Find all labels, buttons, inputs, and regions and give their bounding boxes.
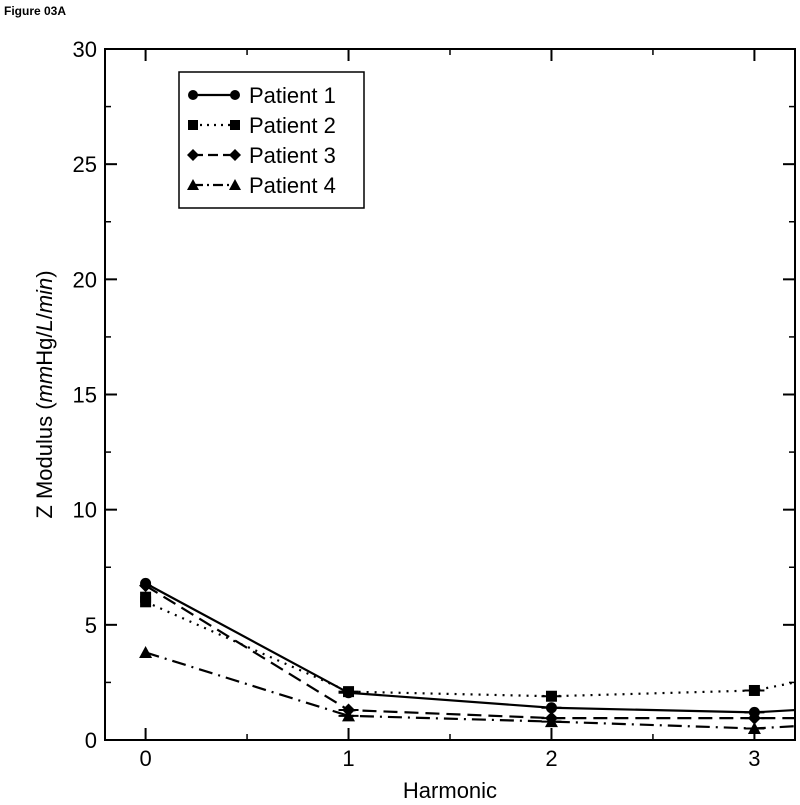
y-tick-label: 30 — [73, 37, 97, 62]
y-tick-label: 0 — [85, 728, 97, 753]
legend-marker — [229, 179, 241, 190]
legend-marker — [188, 120, 198, 130]
x-tick-label: 1 — [342, 746, 354, 771]
y-axis-title-part: L — [32, 319, 57, 331]
legend-label: Patient 3 — [249, 143, 336, 168]
series-markers — [139, 577, 765, 734]
series-line-1 — [145, 582, 795, 714]
series-line-4 — [145, 651, 795, 730]
data-point — [139, 579, 153, 593]
series-line-3 — [145, 584, 795, 720]
y-axis-title-part: Z Modulus ( — [32, 402, 57, 519]
y-axis-title-part: ) — [32, 270, 57, 277]
data-point — [139, 645, 153, 658]
y-tick-label: 5 — [85, 613, 97, 638]
figure-label: Figure 03A — [4, 4, 67, 18]
series-lines — [145, 582, 795, 730]
data-point — [545, 702, 557, 714]
data-point — [343, 686, 355, 698]
legend: Patient 1 Patient 2 Patient 3 Patient 4 — [178, 71, 365, 209]
data-point — [747, 711, 761, 725]
y-tick-label: 10 — [73, 498, 97, 523]
legend-label: Patient 1 — [249, 83, 336, 108]
x-tick-label: 0 — [139, 746, 151, 771]
y-tick-label: 20 — [73, 267, 97, 292]
series-line-2 — [145, 600, 795, 698]
data-point — [545, 690, 557, 702]
data-point — [342, 709, 356, 722]
y-axis-title-part: mm — [32, 366, 57, 403]
legend-marker — [229, 149, 241, 161]
data-point — [140, 591, 152, 603]
data-point — [747, 721, 761, 734]
data-point — [544, 715, 558, 728]
y-tick-label: 25 — [73, 152, 97, 177]
data-point — [748, 684, 760, 696]
y-axis-title: Z Modulus (mmHg/L/min) — [32, 270, 57, 518]
y-tick-label: 15 — [73, 383, 97, 408]
legend-marker — [230, 120, 240, 130]
legend-marker — [187, 179, 199, 190]
legend-label: Patient 2 — [249, 113, 336, 138]
y-axis-title-part: min — [32, 278, 57, 313]
legend-label: Patient 4 — [249, 173, 336, 198]
x-tick-label: 2 — [545, 746, 557, 771]
legend-marker — [187, 149, 199, 161]
x-axis-title: Harmonic — [403, 778, 497, 803]
y-axis-title-part: / — [32, 312, 57, 319]
legend-marker — [230, 90, 240, 100]
legend-marker — [188, 90, 198, 100]
y-axis-title-part: Hg/ — [32, 331, 57, 366]
x-tick-label: 3 — [748, 746, 760, 771]
